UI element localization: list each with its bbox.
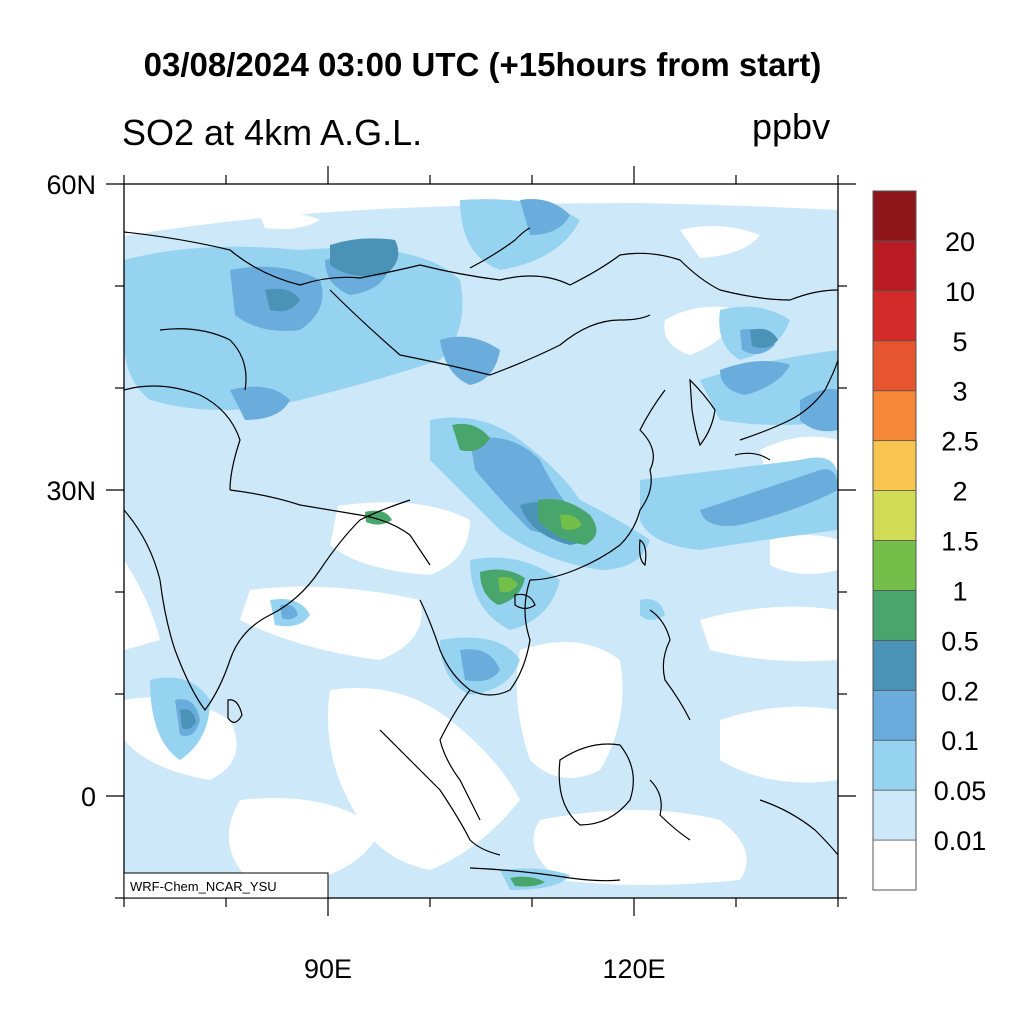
colorbar-label: 0.1 [941,726,979,756]
lat-tick-label: 0 [81,782,96,812]
colorbar-label: 2.5 [941,427,979,457]
model-label-box: WRF-Chem_NCAR_YSU [123,872,329,899]
colorbar-swatch [872,639,917,691]
colorbar-swatch [872,590,917,641]
field-label: SO2 at 4km A.G.L. [122,112,423,153]
lon-tick-label: 120E [602,954,665,984]
model-label: WRF-Chem_NCAR_YSU [130,879,277,894]
lat-tick-label: 30N [46,476,96,506]
colorbar-label: 1 [952,576,967,606]
units-label: ppbv [752,106,831,147]
colorbar-swatch [872,440,917,491]
colorbar-label: 0.5 [941,626,979,656]
map-title: 03/08/2024 03:00 UTC (+15hours from star… [143,46,822,83]
colorbar-label: 1.5 [941,527,979,557]
colorbar-label: 0.01 [934,826,987,856]
coastlines-and-borders [124,227,838,882]
colorbar-swatch [872,240,917,292]
low-concentration-patches [124,213,838,890]
colorbar-swatch [872,490,917,541]
lat-tick-label: 60N [46,170,96,200]
colorbar: 0.01 0.05 0.1 0.2 0.5 1 1.5 2 2.5 3 5 10 20 [872,190,987,891]
plot-frame [123,183,839,899]
colorbar-swatch [872,540,917,591]
lon-tick-label: 90E [304,954,352,984]
colorbar-swatch [872,689,917,741]
colorbar-label: 20 [945,227,975,257]
colorbar-swatch [872,340,917,392]
concentration-field [124,184,838,898]
level-1-patches [498,514,582,593]
colorbar-label: 10 [945,277,975,307]
colorbar-swatch [872,390,917,442]
colorbar-swatch [872,789,917,841]
colorbar-label: 5 [952,327,967,357]
colorbar-label: 2 [952,477,967,507]
colorbar-label: 3 [952,377,967,407]
colorbar-swatch [872,290,917,342]
colorbar-label: 0.2 [941,676,979,706]
colorbar-swatch [872,190,917,242]
colorbar-label: 0.05 [934,776,987,806]
colorbar-swatch [872,839,917,891]
axes: 60N 30N 0 90E 120E [46,166,856,984]
colorbar-swatch [872,739,917,791]
colorbar-frame [872,190,917,891]
